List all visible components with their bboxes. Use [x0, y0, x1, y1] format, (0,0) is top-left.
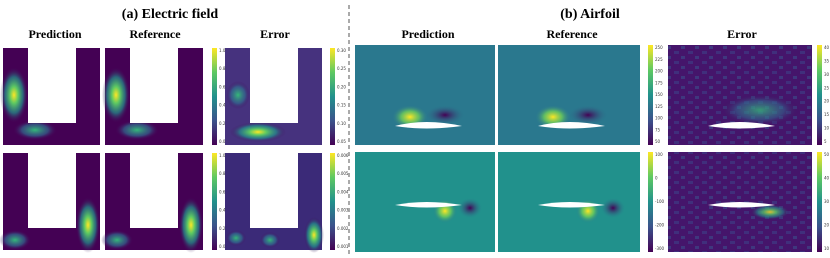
colorbar-tick-label: 0 — [655, 176, 658, 181]
panel-title: (b) Airfoil — [560, 7, 620, 22]
colorbar-tick-label: 0.0 — [219, 244, 226, 249]
colorbar-tick-label: 20 — [824, 223, 830, 228]
panel-title: (a) Electric field — [122, 7, 219, 22]
colorbar-tick-label: -200 — [655, 223, 665, 228]
colorbar-tick-label: 10 — [824, 246, 830, 251]
colorbar-tick-label: 0.8 — [219, 66, 226, 71]
colorbar-tick-label: 40 — [824, 45, 830, 50]
colorbar — [648, 152, 653, 252]
field-plot — [355, 152, 495, 252]
field-plot — [355, 45, 495, 145]
column-header: Prediction — [401, 27, 454, 41]
field-plot — [102, 48, 203, 145]
colorbar-tick-label: 0.20 — [337, 84, 346, 89]
column-header: Prediction — [28, 27, 81, 41]
field-plot — [498, 45, 640, 145]
colorbar — [212, 153, 217, 250]
colorbar-tick-label: 10 — [824, 126, 830, 131]
colorbar-tick-label: 0.002 — [337, 226, 349, 231]
colorbar-tick-label: 200 — [655, 69, 663, 74]
colorbar-tick-label: 1.0 — [219, 48, 226, 53]
colorbar-tick-label: 0.006 — [337, 153, 349, 158]
colorbar-tick-label: 0.4 — [219, 208, 226, 213]
colorbar-tick-label: 0.6 — [219, 189, 226, 194]
colorbar-tick-label: 0.004 — [337, 189, 349, 194]
colorbar-tick-label: 0.003 — [337, 208, 349, 213]
colorbar-tick-label: 40 — [824, 176, 830, 181]
colorbar-tick-label: 0.6 — [219, 84, 226, 89]
colorbar-tick-label: 0.8 — [219, 171, 226, 176]
column-header: Error — [260, 27, 290, 41]
colorbar-tick-label: 0.2 — [219, 226, 226, 231]
colorbar — [330, 48, 335, 145]
colorbar-tick-label: 0.05 — [337, 139, 346, 144]
colorbar-tick-label: 100 — [655, 116, 663, 121]
colorbar — [817, 152, 822, 252]
colorbar-tick-label: 50 — [824, 152, 830, 157]
colorbar — [817, 45, 822, 145]
colorbar-tick-label: 0.2 — [219, 121, 226, 126]
colorbar-tick-label: 150 — [655, 92, 663, 97]
error-plot — [225, 153, 324, 253]
colorbar-tick-label: 0.15 — [337, 103, 346, 108]
colorbar-tick-label: 1.0 — [219, 153, 226, 158]
colorbar-tick-label: 50 — [655, 139, 661, 144]
colorbar-tick-label: 225 — [655, 57, 663, 62]
colorbar-tick-label: 25 — [824, 85, 830, 90]
colorbar-tick-label: -300 — [655, 246, 665, 251]
colorbar — [212, 48, 217, 145]
column-header: Reference — [546, 27, 598, 41]
colorbar-tick-label: 30 — [824, 199, 830, 204]
error-plot — [225, 48, 322, 145]
colorbar-tick-label: 0.001 — [337, 244, 349, 249]
colorbar-tick-label: 30 — [824, 72, 830, 77]
colorbar-tick-label: 100 — [655, 152, 663, 157]
field-plot — [0, 48, 100, 145]
colorbar-tick-label: 175 — [655, 80, 663, 85]
colorbar-tick-label: 250 — [655, 45, 663, 50]
column-header: Error — [727, 27, 757, 41]
field-plot — [101, 153, 203, 253]
colorbar-tick-label: 15 — [824, 112, 830, 117]
colorbar-tick-label: 0.30 — [337, 48, 346, 53]
colorbar-tick-label: 75 — [655, 127, 661, 132]
field-plot — [0, 153, 100, 253]
colorbar — [330, 153, 335, 250]
colorbar-tick-label: 0.25 — [337, 66, 346, 71]
column-header: Reference — [129, 27, 181, 41]
colorbar-tick-label: 35 — [824, 58, 830, 63]
colorbar-tick-label: 0.4 — [219, 103, 226, 108]
colorbar-tick-label: 125 — [655, 104, 663, 109]
colorbar-tick-label: 0.005 — [337, 171, 349, 176]
colorbar — [648, 45, 653, 145]
colorbar-tick-label: -100 — [655, 199, 665, 204]
error-plot — [668, 45, 812, 145]
colorbar-tick-label: 0.10 — [337, 121, 346, 126]
colorbar-tick-label: 0.0 — [219, 139, 226, 144]
error-plot — [668, 152, 812, 252]
colorbar-tick-label: 20 — [824, 99, 830, 104]
colorbar-tick-label: 5 — [824, 139, 827, 144]
field-plot — [498, 152, 640, 252]
